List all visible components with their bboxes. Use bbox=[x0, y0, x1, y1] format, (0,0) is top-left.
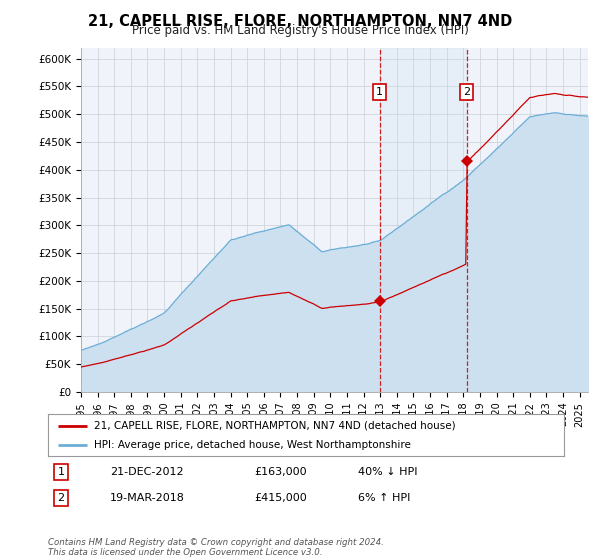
Text: 19-MAR-2018: 19-MAR-2018 bbox=[110, 493, 185, 503]
Text: Price paid vs. HM Land Registry's House Price Index (HPI): Price paid vs. HM Land Registry's House … bbox=[131, 24, 469, 37]
Text: 6% ↑ HPI: 6% ↑ HPI bbox=[358, 493, 410, 503]
Text: 21, CAPELL RISE, FLORE, NORTHAMPTON, NN7 4ND (detached house): 21, CAPELL RISE, FLORE, NORTHAMPTON, NN7… bbox=[94, 421, 456, 431]
Text: 21-DEC-2012: 21-DEC-2012 bbox=[110, 467, 184, 477]
Text: 1: 1 bbox=[376, 87, 383, 97]
Text: £415,000: £415,000 bbox=[254, 493, 307, 503]
Text: HPI: Average price, detached house, West Northamptonshire: HPI: Average price, detached house, West… bbox=[94, 440, 412, 450]
Bar bbox=[380, 48, 467, 392]
Text: 21, CAPELL RISE, FLORE, NORTHAMPTON, NN7 4ND: 21, CAPELL RISE, FLORE, NORTHAMPTON, NN7… bbox=[88, 14, 512, 29]
Text: 1: 1 bbox=[58, 467, 64, 477]
Text: Contains HM Land Registry data © Crown copyright and database right 2024.
This d: Contains HM Land Registry data © Crown c… bbox=[48, 538, 384, 557]
Text: 2: 2 bbox=[463, 87, 470, 97]
Text: 40% ↓ HPI: 40% ↓ HPI bbox=[358, 467, 417, 477]
Text: £163,000: £163,000 bbox=[254, 467, 307, 477]
Text: 2: 2 bbox=[58, 493, 64, 503]
